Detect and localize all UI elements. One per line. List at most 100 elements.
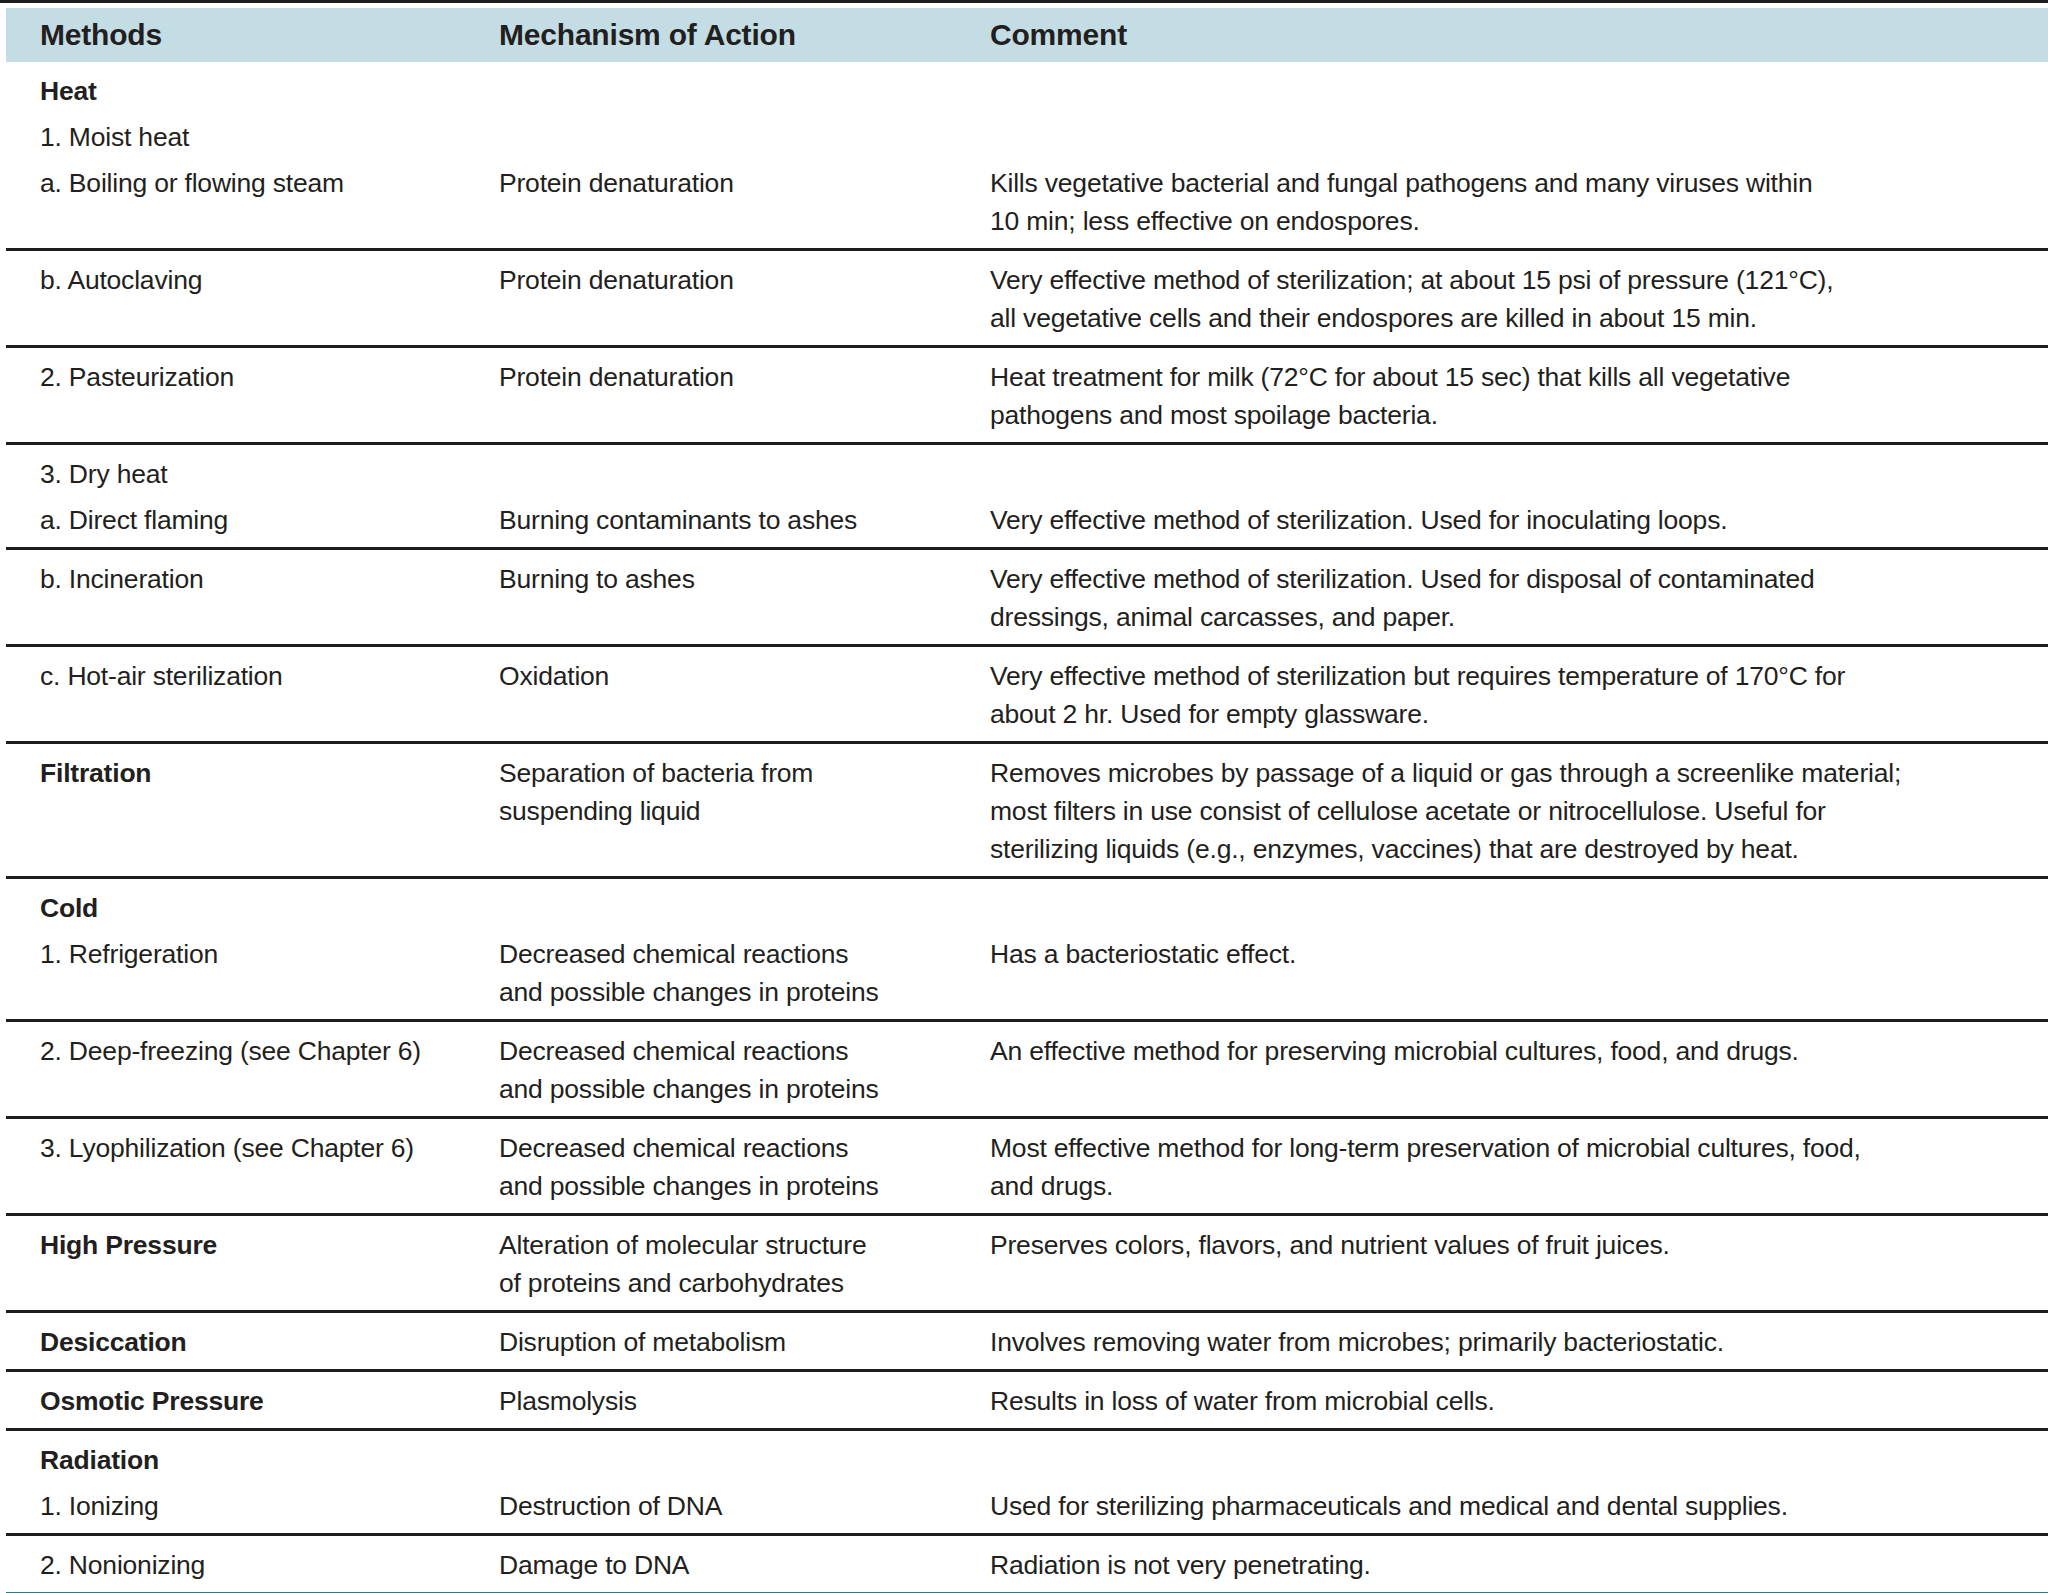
method-cell: 1. Moist heat bbox=[40, 118, 499, 156]
table-row: b. IncinerationBurning to ashesVery effe… bbox=[6, 550, 2048, 647]
mechanism-cell bbox=[499, 118, 990, 156]
methods-table: Methods Mechanism of Action Comment Heat… bbox=[6, 8, 2048, 1593]
table-row: c. Hot-air sterilizationOxidationVery ef… bbox=[6, 647, 2048, 744]
table-subrow: 2. NonionizingDamage to DNARadiation is … bbox=[6, 1546, 2048, 1584]
mechanism-cell: Separation of bacteria from suspending l… bbox=[499, 754, 990, 868]
comment-cell: Preserves colors, flavors, and nutrient … bbox=[990, 1226, 2034, 1302]
method-cell: Heat bbox=[40, 72, 499, 110]
mechanism-cell bbox=[499, 1441, 990, 1479]
mechanism-cell: Protein denaturation bbox=[499, 164, 990, 240]
mechanism-cell: Damage to DNA bbox=[499, 1546, 990, 1584]
col-header-mechanism: Mechanism of Action bbox=[499, 18, 990, 52]
method-cell: 3. Dry heat bbox=[40, 455, 499, 493]
comment-cell: An effective method for preserving micro… bbox=[990, 1032, 2034, 1108]
table-subrow: DesiccationDisruption of metabolismInvol… bbox=[6, 1323, 2048, 1361]
comment-cell bbox=[990, 72, 2034, 110]
table-row: 2. NonionizingDamage to DNARadiation is … bbox=[6, 1536, 2048, 1592]
comment-cell bbox=[990, 455, 2034, 493]
method-cell: Filtration bbox=[40, 754, 499, 868]
mechanism-cell: Decreased chemical reactions and possibl… bbox=[499, 935, 990, 1011]
table-subrow: 2. Deep-freezing (see Chapter 6)Decrease… bbox=[6, 1032, 2048, 1108]
table-subrow: a. Direct flamingBurning contaminants to… bbox=[6, 501, 2048, 539]
table-row: b. AutoclavingProtein denaturationVery e… bbox=[6, 251, 2048, 348]
table-row: DesiccationDisruption of metabolismInvol… bbox=[6, 1313, 2048, 1372]
comment-cell: Kills vegetative bacterial and fungal pa… bbox=[990, 164, 2034, 240]
mechanism-cell: Alteration of molecular structure of pro… bbox=[499, 1226, 990, 1302]
method-cell: 2. Pasteurization bbox=[40, 358, 499, 434]
table-subrow: 1. RefrigerationDecreased chemical react… bbox=[6, 935, 2048, 1011]
method-cell: 1. Ionizing bbox=[40, 1487, 499, 1525]
table-row: Cold 1. RefrigerationDecreased chemical r… bbox=[6, 879, 2048, 1022]
method-cell: Cold bbox=[40, 889, 499, 927]
comment-cell bbox=[990, 118, 2034, 156]
table-subrow: b. AutoclavingProtein denaturationVery e… bbox=[6, 261, 2048, 337]
method-cell: a. Boiling or flowing steam bbox=[40, 164, 499, 240]
comment-cell: Heat treatment for milk (72°C for about … bbox=[990, 358, 2034, 434]
table-row: 2. Deep-freezing (see Chapter 6)Decrease… bbox=[6, 1022, 2048, 1119]
table-row: Osmotic PressurePlasmolysisResults in lo… bbox=[6, 1372, 2048, 1431]
mechanism-cell: Oxidation bbox=[499, 657, 990, 733]
method-cell: Desiccation bbox=[40, 1323, 499, 1361]
table-subrow: 1. Moist heat bbox=[6, 118, 2048, 156]
comment-cell: Very effective method of sterilization. … bbox=[990, 501, 2034, 539]
method-cell: 2. Deep-freezing (see Chapter 6) bbox=[40, 1032, 499, 1108]
mechanism-cell: Disruption of metabolism bbox=[499, 1323, 990, 1361]
comment-cell: Radiation is not very penetrating. bbox=[990, 1546, 2034, 1584]
comment-cell: Very effective method of sterilization. … bbox=[990, 560, 2034, 636]
mechanism-cell bbox=[499, 72, 990, 110]
table-row: Heat 1. Moist heat a. Boiling or flowing s… bbox=[6, 62, 2048, 251]
table-subrow: Osmotic PressurePlasmolysisResults in lo… bbox=[6, 1382, 2048, 1420]
comment-cell bbox=[990, 889, 2034, 927]
table-subrow: 1. IonizingDestruction of DNAUsed for st… bbox=[6, 1487, 2048, 1525]
method-cell: b. Autoclaving bbox=[40, 261, 499, 337]
mechanism-cell: Decreased chemical reactions and possibl… bbox=[499, 1129, 990, 1205]
table-subrow: c. Hot-air sterilizationOxidationVery ef… bbox=[6, 657, 2048, 733]
mechanism-cell: Plasmolysis bbox=[499, 1382, 990, 1420]
table-subrow: FiltrationSeparation of bacteria from su… bbox=[6, 754, 2048, 868]
col-header-comment: Comment bbox=[990, 18, 2034, 52]
table-subrow: 3. Lyophilization (see Chapter 6)Decreas… bbox=[6, 1129, 2048, 1205]
col-header-methods: Methods bbox=[40, 18, 499, 52]
table-subrow: 3. Dry heat bbox=[6, 455, 2048, 493]
mechanism-cell: Destruction of DNA bbox=[499, 1487, 990, 1525]
table-row: FiltrationSeparation of bacteria from su… bbox=[6, 744, 2048, 879]
method-cell: Radiation bbox=[40, 1441, 499, 1479]
method-cell: b. Incineration bbox=[40, 560, 499, 636]
table-subrow: High PressureAlteration of molecular str… bbox=[6, 1226, 2048, 1302]
table-row: 3. Lyophilization (see Chapter 6)Decreas… bbox=[6, 1119, 2048, 1216]
mechanism-cell: Protein denaturation bbox=[499, 261, 990, 337]
top-rule bbox=[0, 0, 2048, 3]
mechanism-cell bbox=[499, 889, 990, 927]
method-cell: c. Hot-air sterilization bbox=[40, 657, 499, 733]
table-body: Heat 1. Moist heat a. Boiling or flowing s… bbox=[6, 62, 2048, 1592]
comment-cell: Has a bacteriostatic effect. bbox=[990, 935, 2034, 1011]
mechanism-cell: Burning to ashes bbox=[499, 560, 990, 636]
comment-cell: Used for sterilizing pharmaceuticals and… bbox=[990, 1487, 2034, 1525]
comment-cell: Most effective method for long-term pres… bbox=[990, 1129, 2034, 1205]
comment-cell: Very effective method of sterilization; … bbox=[990, 261, 2034, 337]
method-cell: 1. Refrigeration bbox=[40, 935, 499, 1011]
table-subrow: a. Boiling or flowing steamProtein denat… bbox=[6, 164, 2048, 240]
table-subrow: b. IncinerationBurning to ashesVery effe… bbox=[6, 560, 2048, 636]
table-subrow: Radiation bbox=[6, 1441, 2048, 1479]
method-cell: High Pressure bbox=[40, 1226, 499, 1302]
comment-cell: Removes microbes by passage of a liquid … bbox=[990, 754, 2034, 868]
method-cell: 3. Lyophilization (see Chapter 6) bbox=[40, 1129, 499, 1205]
mechanism-cell bbox=[499, 455, 990, 493]
comment-cell: Results in loss of water from microbial … bbox=[990, 1382, 2034, 1420]
comment-cell: Very effective method of sterilization b… bbox=[990, 657, 2034, 733]
table-row: Radiation 1. IonizingDestruction of DNAUs… bbox=[6, 1431, 2048, 1536]
method-cell: Osmotic Pressure bbox=[40, 1382, 499, 1420]
method-cell: 2. Nonionizing bbox=[40, 1546, 499, 1584]
table-row: 2. PasteurizationProtein denaturationHea… bbox=[6, 348, 2048, 445]
table-row: High PressureAlteration of molecular str… bbox=[6, 1216, 2048, 1313]
method-cell: a. Direct flaming bbox=[40, 501, 499, 539]
comment-cell: Involves removing water from microbes; p… bbox=[990, 1323, 2034, 1361]
mechanism-cell: Protein denaturation bbox=[499, 358, 990, 434]
textbook-table-page: Methods Mechanism of Action Comment Heat… bbox=[0, 0, 2048, 1593]
table-subrow: 2. PasteurizationProtein denaturationHea… bbox=[6, 358, 2048, 434]
table-subrow: Heat bbox=[6, 72, 2048, 110]
table-row: 3. Dry heat a. Direct flamingBurning cont… bbox=[6, 445, 2048, 550]
mechanism-cell: Decreased chemical reactions and possibl… bbox=[499, 1032, 990, 1108]
table-header-row: Methods Mechanism of Action Comment bbox=[6, 8, 2048, 62]
